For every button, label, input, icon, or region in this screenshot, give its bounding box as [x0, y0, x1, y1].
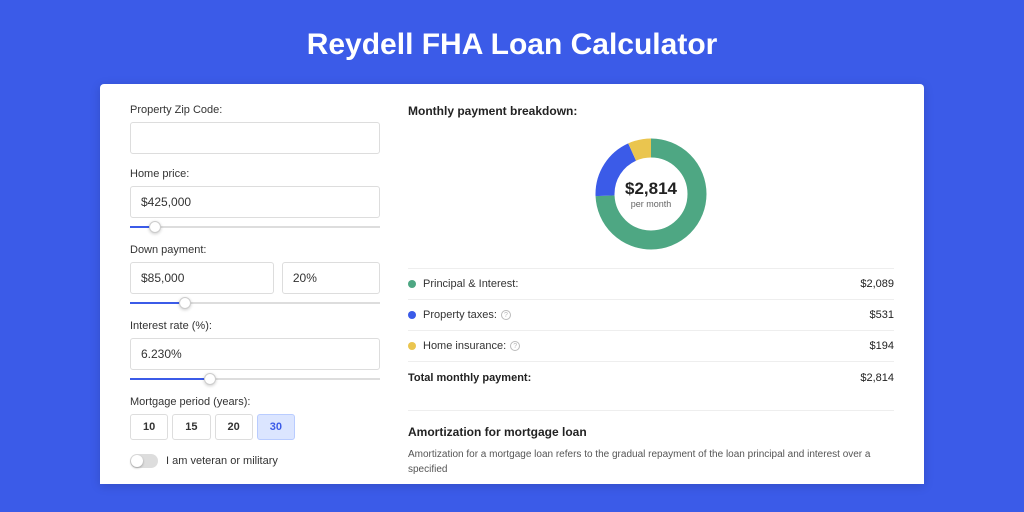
period-label: Mortgage period (years): — [130, 396, 380, 408]
amortization-text: Amortization for a mortgage loan refers … — [408, 447, 894, 477]
legend-dot — [408, 280, 416, 288]
donut-chart: $2,814 per month — [408, 128, 894, 268]
amortization-section: Amortization for mortgage loan Amortizat… — [408, 410, 894, 477]
interest-slider[interactable] — [130, 372, 380, 386]
total-label: Total monthly payment: — [408, 372, 860, 384]
interest-input[interactable] — [130, 338, 380, 370]
legend-value: $531 — [870, 309, 894, 321]
breakdown-title: Monthly payment breakdown: — [408, 104, 894, 118]
home-price-input[interactable] — [130, 186, 380, 218]
results-panel: Monthly payment breakdown: $2,814 per mo… — [408, 104, 894, 464]
zip-input[interactable] — [130, 122, 380, 154]
home-price-slider[interactable] — [130, 220, 380, 234]
home-price-label: Home price: — [130, 168, 380, 180]
total-value: $2,814 — [860, 372, 894, 384]
legend-label: Principal & Interest: — [423, 278, 860, 290]
legend-row-1: Property taxes:?$531 — [408, 299, 894, 330]
legend-dot — [408, 311, 416, 319]
period-btn-30[interactable]: 30 — [257, 414, 295, 440]
veteran-toggle[interactable] — [130, 454, 158, 468]
page-title: Reydell FHA Loan Calculator — [0, 0, 1024, 84]
down-payment-pct-input[interactable] — [282, 262, 380, 294]
legend-dot — [408, 342, 416, 350]
legend-value: $194 — [870, 340, 894, 352]
zip-label: Property Zip Code: — [130, 104, 380, 116]
legend-label: Home insurance:? — [423, 340, 870, 352]
donut-sub: per month — [631, 199, 672, 209]
period-options: 10152030 — [130, 414, 380, 440]
down-payment-amount-input[interactable] — [130, 262, 274, 294]
amortization-title: Amortization for mortgage loan — [408, 425, 894, 439]
calculator-card: Property Zip Code: Home price: Down paym… — [100, 84, 924, 484]
legend-value: $2,089 — [860, 278, 894, 290]
legend-label: Property taxes:? — [423, 309, 870, 321]
period-btn-10[interactable]: 10 — [130, 414, 168, 440]
total-row: Total monthly payment: $2,814 — [408, 361, 894, 394]
interest-label: Interest rate (%): — [130, 320, 380, 332]
donut-total: $2,814 — [625, 179, 677, 199]
form-panel: Property Zip Code: Home price: Down paym… — [130, 104, 380, 464]
info-icon[interactable]: ? — [510, 341, 520, 351]
veteran-label: I am veteran or military — [166, 455, 278, 467]
down-payment-slider[interactable] — [130, 296, 380, 310]
period-btn-15[interactable]: 15 — [172, 414, 210, 440]
period-btn-20[interactable]: 20 — [215, 414, 253, 440]
legend-row-0: Principal & Interest:$2,089 — [408, 268, 894, 299]
info-icon[interactable]: ? — [501, 310, 511, 320]
legend-row-2: Home insurance:?$194 — [408, 330, 894, 361]
down-payment-label: Down payment: — [130, 244, 380, 256]
